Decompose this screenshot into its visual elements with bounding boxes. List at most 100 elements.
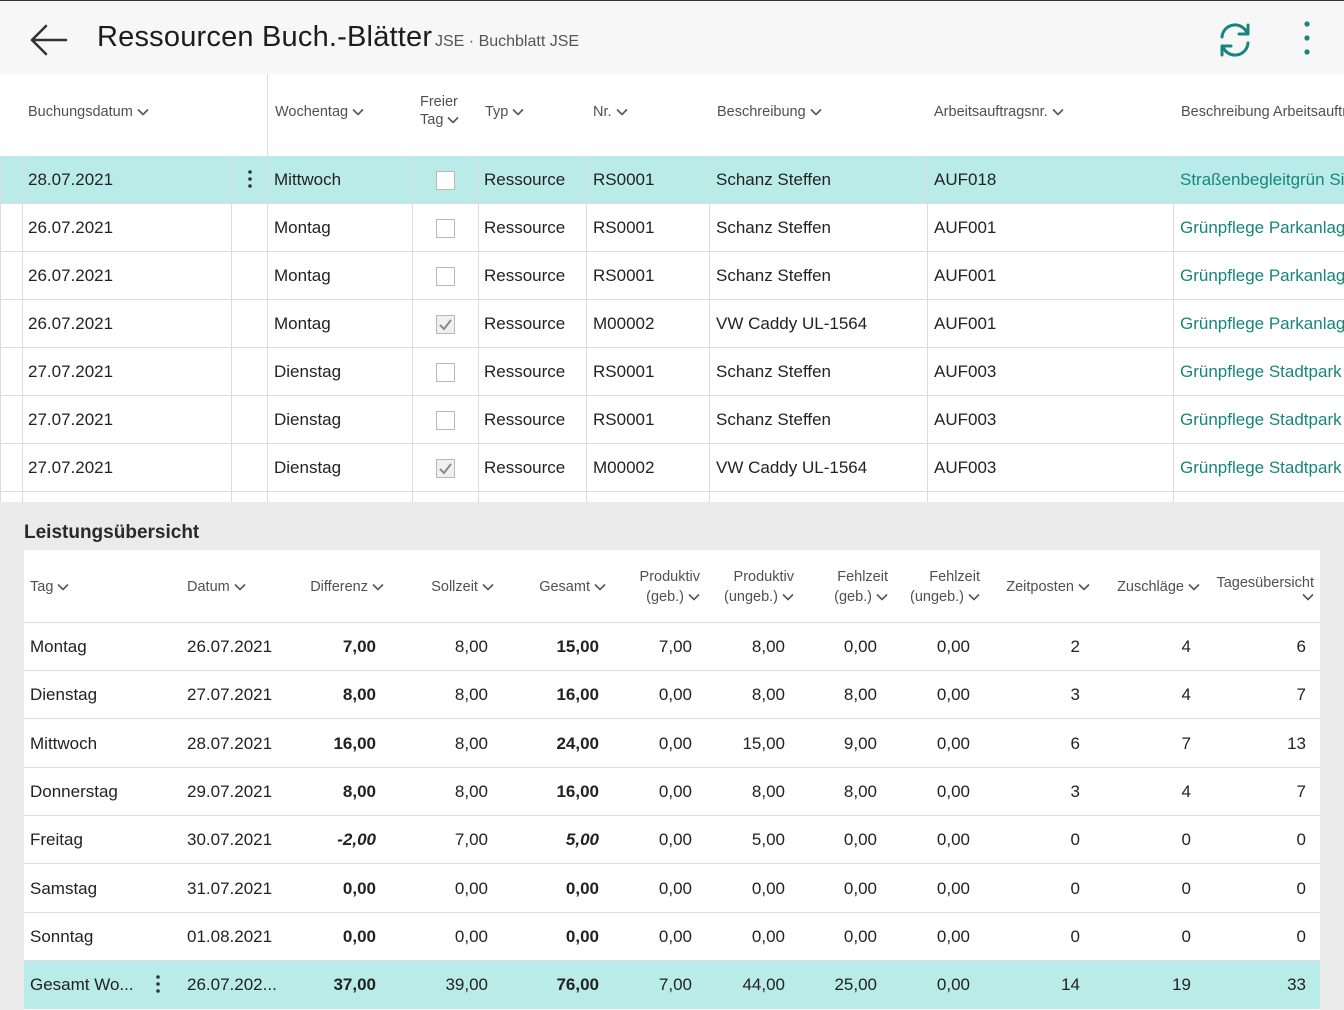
- cell-zuschlaege[interactable]: 4: [1181, 685, 1191, 705]
- cell-gesamt[interactable]: 76,00: [556, 975, 599, 995]
- cell-beschreibung-arbeitsauftrag[interactable]: Grünpflege Parkanlage: [1180, 218, 1344, 237]
- col-sollzeit[interactable]: Sollzeit: [396, 550, 494, 623]
- col-freier-tag[interactable]: Freier Tag: [420, 94, 459, 128]
- cell-zeitposten[interactable]: 3: [1070, 685, 1080, 705]
- cell-zeitposten[interactable]: 14: [1061, 975, 1080, 995]
- journal-row[interactable]: 26.07.2021 Montag Ressource RS0001 Schanz St…: [0, 204, 1344, 252]
- col-arbeitsauftragsnr[interactable]: Arbeitsauftragsnr.: [934, 104, 1064, 120]
- cell-beschreibung-arbeitsauftrag[interactable]: Grünpflege Stadtpark: [1180, 410, 1342, 429]
- cell-sollzeit[interactable]: 7,00: [454, 830, 488, 850]
- cell-beschreibung-arbeitsauftrag[interactable]: Grünpflege Parkanlage: [1180, 314, 1344, 333]
- journal-row[interactable]: 27.07.2021 Dienstag Ressource RS0001 Schanz …: [0, 348, 1344, 396]
- overview-row[interactable]: Donnerstag 29.07.2021 8,00 8,00 16,00 0,00 8,0…: [24, 768, 1320, 816]
- cell-tagesuebersicht[interactable]: 0: [1296, 926, 1306, 946]
- cell-zuschlaege[interactable]: 0: [1181, 926, 1191, 946]
- cell-sollzeit[interactable]: 39,00: [445, 975, 488, 995]
- overview-total-row[interactable]: Gesamt Wo... 26.07.202... 37,00 39,00 76,00 7…: [24, 961, 1320, 1010]
- cell-sollzeit[interactable]: 0,00: [454, 878, 488, 898]
- cell-gesamt[interactable]: 5,00: [565, 830, 599, 850]
- cell-zuschlaege[interactable]: 4: [1181, 637, 1191, 656]
- refresh-icon[interactable]: [1214, 19, 1256, 61]
- cell-zuschlaege[interactable]: 19: [1172, 975, 1191, 995]
- cell-sollzeit[interactable]: 8,00: [454, 781, 488, 801]
- col-differenz[interactable]: Differenz: [286, 550, 384, 623]
- freier-tag-checkbox[interactable]: [436, 410, 455, 430]
- cell-zuschlaege[interactable]: 0: [1181, 878, 1191, 898]
- col-fehlzeit-ungeb[interactable]: Fehlzeit (ungeb.): [892, 550, 980, 623]
- cell-differenz[interactable]: 0,00: [342, 926, 376, 946]
- journal-row[interactable]: 26.07.2021 Montag Ressource M00002 VW Caddy …: [0, 300, 1344, 348]
- freier-tag-checkbox[interactable]: [436, 362, 455, 382]
- col-produktiv-ungeb[interactable]: Produktiv (ungeb.): [704, 550, 794, 623]
- col-zuschlaege[interactable]: Zuschläge: [1100, 550, 1200, 623]
- journal-row[interactable]: 28.07.2021 Mittwoch Ressource RS0001 Schanz …: [0, 156, 1344, 204]
- col-datum[interactable]: Datum: [187, 550, 287, 623]
- cell-zeitposten[interactable]: 2: [1070, 637, 1080, 656]
- cell-differenz[interactable]: 8,00: [342, 781, 376, 801]
- cell-gesamt[interactable]: 24,00: [556, 733, 599, 753]
- freier-tag-checkbox[interactable]: [436, 266, 455, 286]
- col-zeitposten[interactable]: Zeitposten: [990, 550, 1090, 623]
- freier-tag-checkbox[interactable]: [436, 170, 455, 190]
- overview-row[interactable]: Sonntag 01.08.2021 0,00 0,00 0,00 0,00 0,00 0,0…: [24, 913, 1320, 961]
- cell-beschreibung-arbeitsauftrag[interactable]: Straßenbegleitgrün Sie: [1180, 170, 1344, 189]
- cell-tagesuebersicht[interactable]: 7: [1296, 685, 1306, 705]
- cell-zeitposten[interactable]: 3: [1070, 781, 1080, 801]
- cell-zeitposten[interactable]: 0: [1070, 830, 1080, 850]
- cell-gesamt[interactable]: 0,00: [565, 878, 599, 898]
- cell-tagesuebersicht[interactable]: 0: [1296, 830, 1306, 850]
- freier-tag-checkbox[interactable]: [436, 218, 455, 238]
- cell-zeitposten[interactable]: 0: [1070, 878, 1080, 898]
- col-nr[interactable]: Nr.: [593, 104, 628, 120]
- col-beschreibung[interactable]: Beschreibung: [717, 104, 822, 120]
- col-gesamt[interactable]: Gesamt: [508, 550, 606, 623]
- col-produktiv-geb[interactable]: Produktiv (geb.): [614, 550, 700, 623]
- overview-row[interactable]: Mittwoch 28.07.2021 16,00 8,00 24,00 0,00 15,0…: [24, 720, 1320, 768]
- cell-sollzeit[interactable]: 8,00: [454, 733, 488, 753]
- cell-tagesuebersicht[interactable]: 13: [1287, 733, 1306, 753]
- row-actions-icon[interactable]: [240, 168, 260, 192]
- journal-row[interactable]: 26.07.2021 Montag Ressource RS0001 Schanz St…: [0, 252, 1344, 300]
- cell-zuschlaege[interactable]: 7: [1181, 733, 1191, 753]
- more-options-icon[interactable]: [1296, 19, 1318, 61]
- freier-tag-checkbox[interactable]: [436, 314, 455, 334]
- overview-row[interactable]: Dienstag 27.07.2021 8,00 8,00 16,00 0,00 8,00 8…: [24, 671, 1320, 720]
- freier-tag-checkbox[interactable]: [436, 458, 455, 478]
- cell-gesamt[interactable]: 0,00: [565, 926, 599, 946]
- cell-sollzeit[interactable]: 8,00: [454, 637, 488, 656]
- cell-tagesuebersicht[interactable]: 6: [1296, 637, 1306, 656]
- journal-row[interactable]: 27.07.2021 Dienstag Ressource RS0001 Schanz …: [0, 396, 1344, 444]
- row-actions-icon[interactable]: [148, 973, 168, 997]
- col-tagesuebersicht[interactable]: Tagesübersicht: [1208, 550, 1314, 623]
- cell-differenz[interactable]: 0,00: [342, 878, 376, 898]
- cell-tagesuebersicht[interactable]: 0: [1296, 878, 1306, 898]
- cell-tagesuebersicht[interactable]: 7: [1296, 781, 1306, 801]
- col-typ[interactable]: Typ: [485, 104, 524, 120]
- cell-beschreibung-arbeitsauftrag[interactable]: Grünpflege Parkanlage: [1180, 266, 1344, 285]
- overview-row[interactable]: Samstag 31.07.2021 0,00 0,00 0,00 0,00 0,00 0,0…: [24, 865, 1320, 913]
- overview-row[interactable]: Freitag 30.07.2021 -2,00 7,00 5,00 0,00 5,00 0,…: [24, 816, 1320, 865]
- cell-beschreibung-arbeitsauftrag[interactable]: Grünpflege Stadtpark: [1180, 362, 1342, 381]
- cell-gesamt[interactable]: 15,00: [556, 637, 599, 656]
- col-fehlzeit-geb[interactable]: Fehlzeit (geb.): [804, 550, 888, 623]
- cell-tagesuebersicht[interactable]: 33: [1287, 975, 1306, 995]
- cell-differenz[interactable]: 16,00: [333, 733, 376, 753]
- col-buchungsdatum[interactable]: Buchungsdatum: [28, 104, 149, 120]
- cell-gesamt[interactable]: 16,00: [556, 781, 599, 801]
- col-wochentag[interactable]: Wochentag: [275, 104, 364, 120]
- cell-zeitposten[interactable]: 0: [1070, 926, 1080, 946]
- overview-row[interactable]: Montag 26.07.2021 7,00 8,00 15,00 7,00 8,00 0,0…: [24, 623, 1320, 671]
- cell-sollzeit[interactable]: 0,00: [454, 926, 488, 946]
- col-beschreibung-arbeitsauftrag[interactable]: Beschreibung Arbeitsauftr: [1181, 104, 1344, 120]
- cell-sollzeit[interactable]: 8,00: [454, 685, 488, 705]
- cell-differenz[interactable]: 8,00: [342, 685, 376, 705]
- cell-zuschlaege[interactable]: 4: [1181, 781, 1191, 801]
- cell-differenz[interactable]: 7,00: [342, 637, 376, 656]
- cell-zuschlaege[interactable]: 0: [1181, 830, 1191, 850]
- col-tag[interactable]: Tag: [30, 550, 150, 623]
- cell-beschreibung-arbeitsauftrag[interactable]: Grünpflege Stadtpark: [1180, 458, 1342, 477]
- back-arrow-icon[interactable]: [26, 21, 70, 59]
- cell-gesamt[interactable]: 16,00: [556, 685, 599, 705]
- journal-row[interactable]: 27.07.2021 Dienstag Ressource M00002 VW Cadd…: [0, 444, 1344, 492]
- cell-differenz[interactable]: 37,00: [333, 975, 376, 995]
